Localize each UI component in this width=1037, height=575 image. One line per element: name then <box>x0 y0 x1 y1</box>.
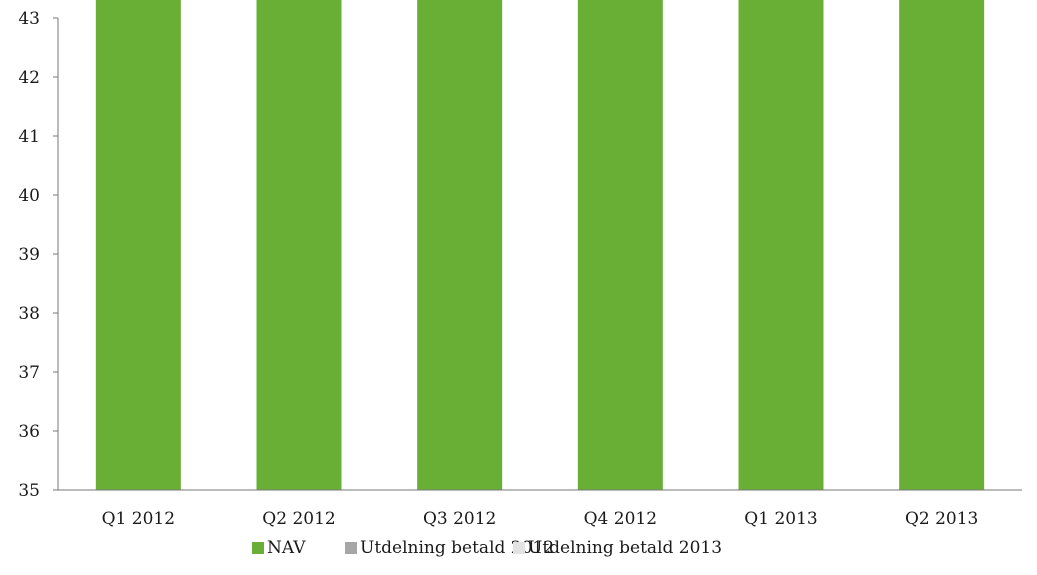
legend-label: Utdelning betald 2013 <box>528 538 722 558</box>
y-tick-label: 42 <box>18 68 40 88</box>
x-tick-label: Q2 2012 <box>262 509 335 529</box>
y-tick-label: 41 <box>18 127 40 147</box>
bar-segment <box>577 0 663 490</box>
y-tick-label: 39 <box>18 245 40 265</box>
x-axis: Q1 2012 Q2 2012 Q3 2012 Q4 2012 Q1 2013 Q2 20… <box>58 489 1022 529</box>
legend-label: Utdelning betald 2012 <box>360 538 554 558</box>
x-tick-label: Q3 2012 <box>423 509 496 529</box>
bar-segment <box>417 0 503 490</box>
y-axis: 35 36 37 38 39 40 41 42 43 <box>18 9 59 501</box>
bar-segment <box>256 0 342 490</box>
x-tick-label: Q1 2012 <box>102 509 175 529</box>
x-tick-label: Q1 2013 <box>744 509 817 529</box>
legend-label: NAV <box>267 538 306 558</box>
y-tick-label: 35 <box>18 481 40 501</box>
y-tick-label: 37 <box>18 363 40 383</box>
y-tick-label: 40 <box>18 186 40 206</box>
bar-segment <box>899 0 985 490</box>
bar-segment <box>738 0 824 490</box>
legend-swatch <box>345 542 357 554</box>
y-tick-label: 38 <box>18 304 40 324</box>
x-tick-label: Q2 2013 <box>905 509 978 529</box>
legend-swatch <box>513 542 525 554</box>
y-tick-label: 43 <box>18 9 40 29</box>
bar-area: 38,1539,330,439,70,440,830,440,530,441,7… <box>95 0 985 491</box>
legend-swatch <box>252 542 264 554</box>
x-tick-label: Q4 2012 <box>584 509 657 529</box>
bar-segment <box>95 0 181 491</box>
y-tick-label: 36 <box>18 422 40 442</box>
